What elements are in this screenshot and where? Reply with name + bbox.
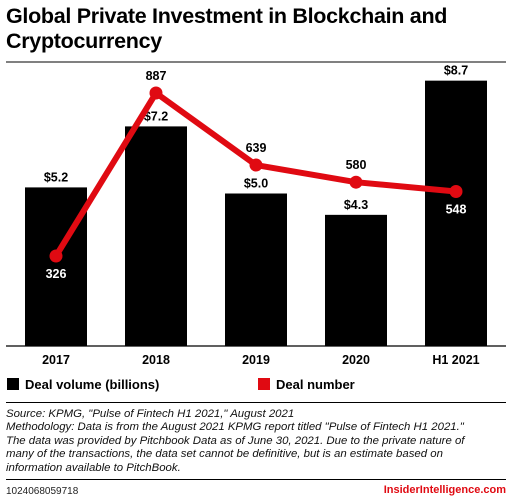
footer-divider — [6, 479, 506, 480]
legend-label-deal-number: Deal number — [276, 376, 355, 392]
bar-2019 — [225, 193, 287, 346]
methodology-line-2: The data was provided by Pitchbook Data … — [6, 434, 465, 447]
x-tick-label: 2020 — [342, 353, 370, 367]
line-data-label: 639 — [246, 141, 267, 155]
brand-link[interactable]: InsiderIntelligence.com — [383, 484, 506, 496]
chart-title-line-1: Global Private Investment in Blockchain … — [6, 4, 448, 28]
x-tick-label: 2018 — [142, 353, 170, 367]
deal-number-point — [249, 158, 263, 172]
bar-h1-2021 — [425, 80, 487, 347]
methodology-line-4: information available to PitchBook. — [6, 461, 181, 474]
methodology-line-3: many of the transactions, the data set c… — [6, 448, 443, 461]
bar-label: $5.0 — [244, 177, 268, 191]
x-tick-label: 2017 — [42, 353, 70, 367]
chart-plot: $5.2 2017 $7.2 2018 $5.0 2019 $4.3 2020 $8.7 H1 2… — [6, 61, 506, 367]
legend-label-deal-volume: Deal volume (billions) — [25, 376, 160, 392]
line-data-label: 548 — [446, 202, 467, 216]
deal-number-point — [349, 175, 363, 189]
legend-swatch-line — [258, 378, 270, 390]
legend-item-deal-number: Deal number — [258, 375, 355, 393]
deal-number-point — [49, 249, 63, 263]
line-data-label: 887 — [146, 69, 167, 83]
source-line: Source: KPMG, "Pulse of Fintech H1 2021,… — [6, 408, 295, 420]
legend-item-deal-volume: Deal volume (billions) — [7, 375, 159, 393]
chart-title-line-2: Cryptocurrency — [6, 29, 162, 53]
bar-label: $5.2 — [44, 170, 68, 184]
bar-2020 — [325, 214, 387, 346]
bar-label: $4.3 — [344, 198, 368, 212]
bar-label: $7.2 — [144, 109, 168, 123]
bar-label: $8.7 — [444, 64, 468, 78]
chart-id: 1024068059718 — [6, 486, 79, 497]
line-data-label: 326 — [46, 267, 67, 281]
deal-number-point — [449, 184, 463, 198]
deal-number-point — [149, 86, 163, 100]
line-data-label: 580 — [346, 158, 367, 172]
bar-2018 — [125, 126, 187, 347]
bar-2017 — [25, 187, 87, 346]
methodology-line-1: Methodology: Data is from the August 202… — [6, 421, 464, 434]
source-notes: Source: KPMG, "Pulse of Fintech H1 2021,… — [6, 408, 506, 475]
notes-divider — [6, 402, 506, 403]
legend-swatch-bar — [7, 378, 19, 390]
chart-title: Global Private Investment in Blockchain … — [6, 4, 506, 54]
x-tick-label: 2019 — [242, 353, 270, 367]
x-tick-label: H1 2021 — [432, 353, 479, 367]
